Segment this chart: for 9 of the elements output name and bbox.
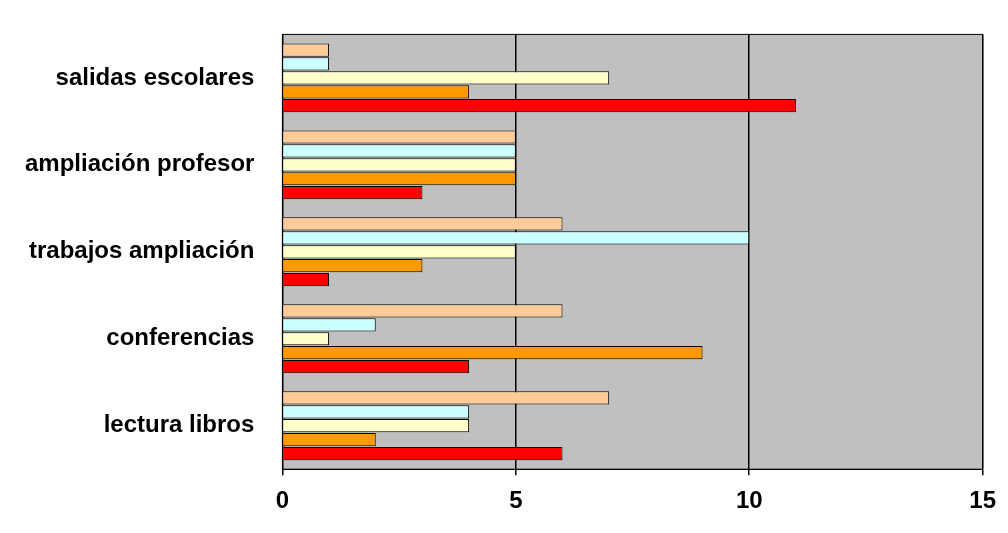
x-tick-label: 15	[969, 486, 996, 514]
x-tick-label: 10	[735, 486, 763, 514]
y-tick-label: ampliación profesor	[24, 149, 255, 177]
y-tick-label: salidas escolares	[55, 62, 255, 90]
y-tick-label: lectura libros	[103, 410, 255, 438]
x-tick-label: 0	[275, 486, 290, 514]
y-tick-label: trabajos ampliación	[28, 236, 255, 264]
y-tick-label: conferencias	[106, 323, 255, 351]
x-tick-label: 5	[509, 486, 523, 514]
